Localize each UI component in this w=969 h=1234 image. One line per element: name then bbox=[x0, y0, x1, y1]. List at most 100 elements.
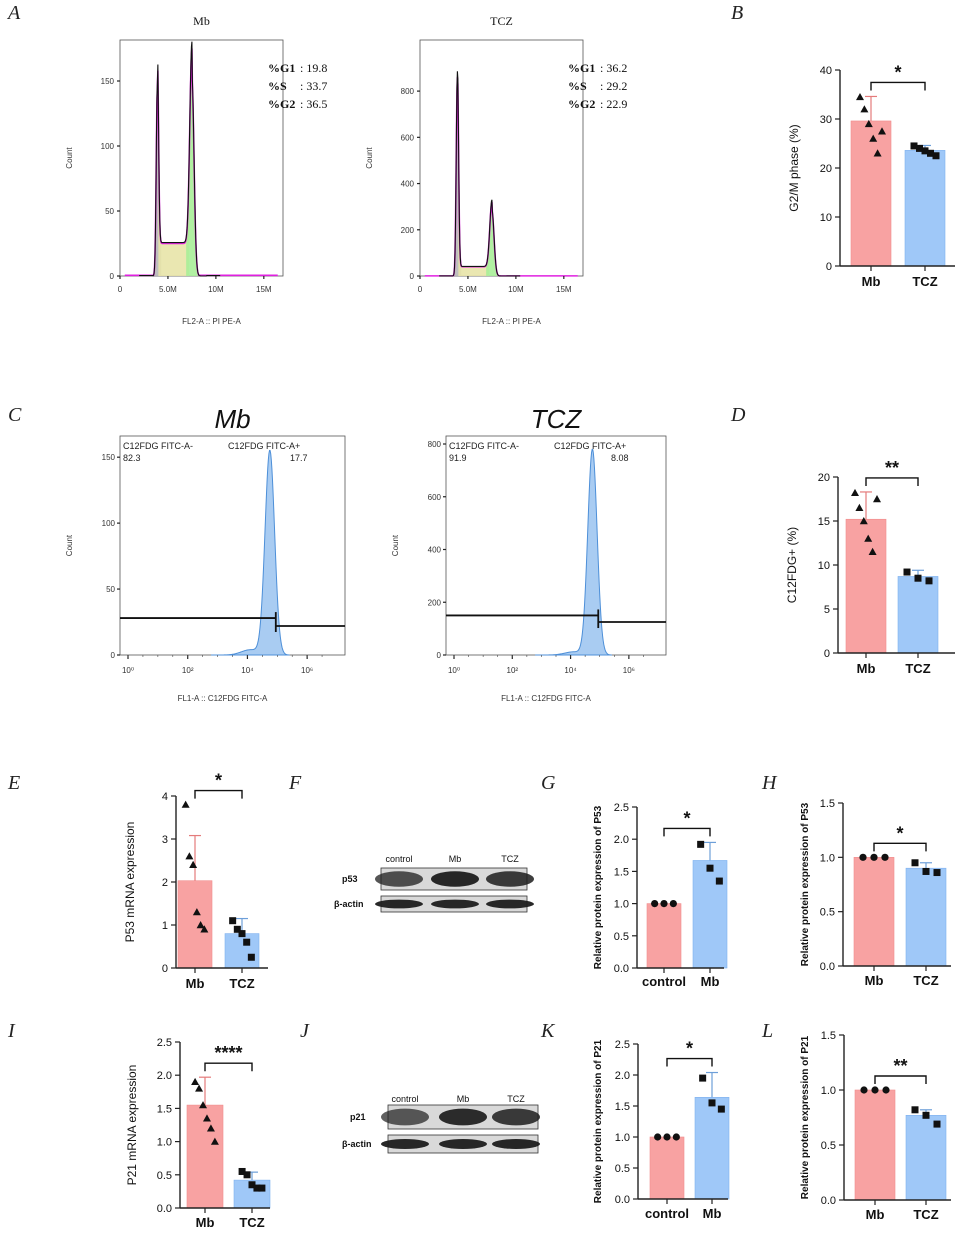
x-tick-label-e-1: TCZ bbox=[229, 976, 254, 991]
y-tick-label-flowc-1-2: 400 bbox=[428, 546, 442, 555]
point-l-0-1 bbox=[871, 1086, 879, 1094]
point-b-1-4 bbox=[932, 152, 940, 160]
point-g-0-0 bbox=[651, 900, 659, 908]
point-e-0-1 bbox=[185, 852, 194, 860]
x-tick-label-flowa-0-0: 0 bbox=[118, 285, 123, 294]
x-tick-label-g-0: control bbox=[642, 974, 686, 989]
y-tick-label-k-1: 0.5 bbox=[615, 1163, 630, 1175]
point-l-0-0 bbox=[860, 1086, 868, 1094]
bar-h-1 bbox=[905, 867, 947, 967]
point-g-1-0 bbox=[697, 840, 705, 848]
point-l-1-2 bbox=[933, 1120, 941, 1128]
significance-label-i: **** bbox=[214, 1043, 242, 1063]
significance-bracket-h bbox=[873, 842, 927, 852]
histogram-flowc-0 bbox=[211, 449, 290, 656]
panel-letter-e: E bbox=[8, 772, 21, 794]
x-tick-label-flowc-0-1: 10² bbox=[182, 666, 194, 675]
x-tick-label-e-0: Mb bbox=[186, 976, 205, 991]
significance-label-h: * bbox=[896, 823, 903, 843]
y-tick-label-i-5: 2.5 bbox=[157, 1037, 172, 1049]
y-tick-label-flowc-1-0: 0 bbox=[437, 651, 442, 660]
stat-key-flowa-0-1: %S bbox=[268, 79, 287, 93]
y-tick-label-d-1: 5 bbox=[824, 604, 830, 616]
y-tick-label-flowc-0-1: 50 bbox=[106, 585, 115, 594]
y-tick-label-e-4: 4 bbox=[162, 791, 168, 803]
y-tick-label-i-2: 1.0 bbox=[157, 1137, 172, 1149]
significance-bracket-k bbox=[666, 1057, 713, 1067]
point-e-0-3 bbox=[192, 908, 201, 916]
point-i-0-3 bbox=[202, 1114, 211, 1122]
gate-neg-value-flowc-1: 91.9 bbox=[449, 453, 467, 463]
x-tick-label-i-0: Mb bbox=[196, 1215, 215, 1230]
x-tick-label-flowa-1-0: 0 bbox=[418, 285, 423, 294]
band-p53-0-2 bbox=[486, 871, 534, 887]
y-tick-label-flowa-0-2: 100 bbox=[101, 142, 115, 151]
point-h-0-1 bbox=[870, 853, 878, 861]
histogram-flowc-1 bbox=[535, 448, 612, 656]
title-flowc-1: TCZ bbox=[531, 404, 583, 434]
y-axis-label-e: P53 mRNA expression bbox=[123, 822, 137, 943]
point-d-0-1 bbox=[855, 503, 864, 511]
panel-letter-c: C bbox=[8, 404, 22, 426]
x-tick-label-flowa-1-3: 15M bbox=[556, 285, 572, 294]
y-tick-label-b-3: 30 bbox=[820, 114, 832, 126]
y-tick-label-h-3: 1.5 bbox=[820, 798, 835, 810]
y-axis-label-flowc-1: Count bbox=[391, 534, 400, 556]
y-tick-label-l-3: 1.5 bbox=[821, 1030, 836, 1042]
significance-label-g: * bbox=[683, 808, 690, 828]
point-k-1-0 bbox=[699, 1074, 707, 1082]
gate-neg-label-flowc-1: C12FDG FITC-A- bbox=[449, 441, 519, 451]
point-h-1-1 bbox=[922, 867, 930, 875]
y-tick-label-b-1: 10 bbox=[820, 212, 832, 224]
point-i-1-1 bbox=[243, 1171, 251, 1179]
point-b-0-5 bbox=[878, 127, 886, 135]
point-d-0-4 bbox=[868, 547, 877, 555]
row-label-p53-0: p53 bbox=[342, 874, 358, 884]
y-tick-label-b-4: 40 bbox=[820, 65, 832, 77]
y-tick-label-flowa-0-3: 150 bbox=[101, 77, 115, 86]
y-tick-label-d-4: 20 bbox=[818, 472, 830, 484]
x-tick-label-i-1: TCZ bbox=[239, 1215, 264, 1230]
point-i-0-0 bbox=[191, 1077, 200, 1086]
band-p21-1-1 bbox=[439, 1139, 487, 1149]
y-tick-label-flowa-1-0: 0 bbox=[410, 272, 415, 281]
panel-letter-d: D bbox=[731, 404, 746, 426]
data-curve-flowa-1 bbox=[439, 71, 521, 277]
stat-key-flowa-1-0: %G1 bbox=[568, 61, 595, 75]
point-d-0-5 bbox=[873, 495, 881, 503]
lane-label-p53-2: TCZ bbox=[501, 854, 519, 864]
y-tick-label-i-4: 2.0 bbox=[157, 1070, 172, 1082]
point-g-1-2 bbox=[715, 877, 723, 885]
title-flowa-1: TCZ bbox=[490, 14, 513, 28]
x-tick-label-flowa-0-1: 5.0M bbox=[159, 285, 177, 294]
point-b-1-3 bbox=[927, 149, 934, 157]
y-tick-label-flowa-1-1: 200 bbox=[401, 226, 415, 235]
bar-g-0 bbox=[646, 903, 682, 969]
title-flowa-0: Mb bbox=[193, 14, 210, 28]
x-tick-label-h-1: TCZ bbox=[913, 973, 938, 988]
row-label-p21-0: p21 bbox=[350, 1112, 366, 1122]
stat-value-flowa-0-2: : 36.5 bbox=[300, 97, 327, 111]
point-b-1-0 bbox=[910, 142, 918, 150]
band-p53-1-1 bbox=[431, 899, 479, 909]
x-tick-label-flowc-1-1: 10² bbox=[507, 666, 519, 675]
x-tick-label-flowc-1-2: 10⁴ bbox=[564, 666, 577, 675]
stat-value-flowa-0-1: : 33.7 bbox=[300, 79, 327, 93]
y-axis-label-flowa-1: Count bbox=[365, 147, 374, 169]
point-i-0-1 bbox=[195, 1084, 204, 1092]
y-tick-label-e-0: 0 bbox=[162, 963, 168, 975]
point-b-0-3 bbox=[869, 134, 878, 142]
band-p21-1-0 bbox=[381, 1139, 429, 1149]
x-tick-label-b-1: TCZ bbox=[912, 274, 937, 289]
x-tick-label-k-0: control bbox=[645, 1206, 689, 1221]
bar-l-1 bbox=[905, 1115, 947, 1201]
bar-h-0 bbox=[853, 857, 895, 967]
y-tick-label-b-0: 0 bbox=[826, 261, 832, 273]
y-tick-label-k-0: 0.0 bbox=[615, 1194, 630, 1206]
y-tick-label-h-1: 0.5 bbox=[820, 907, 835, 919]
y-tick-label-g-1: 0.5 bbox=[614, 931, 629, 943]
significance-label-l: ** bbox=[893, 1056, 907, 1076]
